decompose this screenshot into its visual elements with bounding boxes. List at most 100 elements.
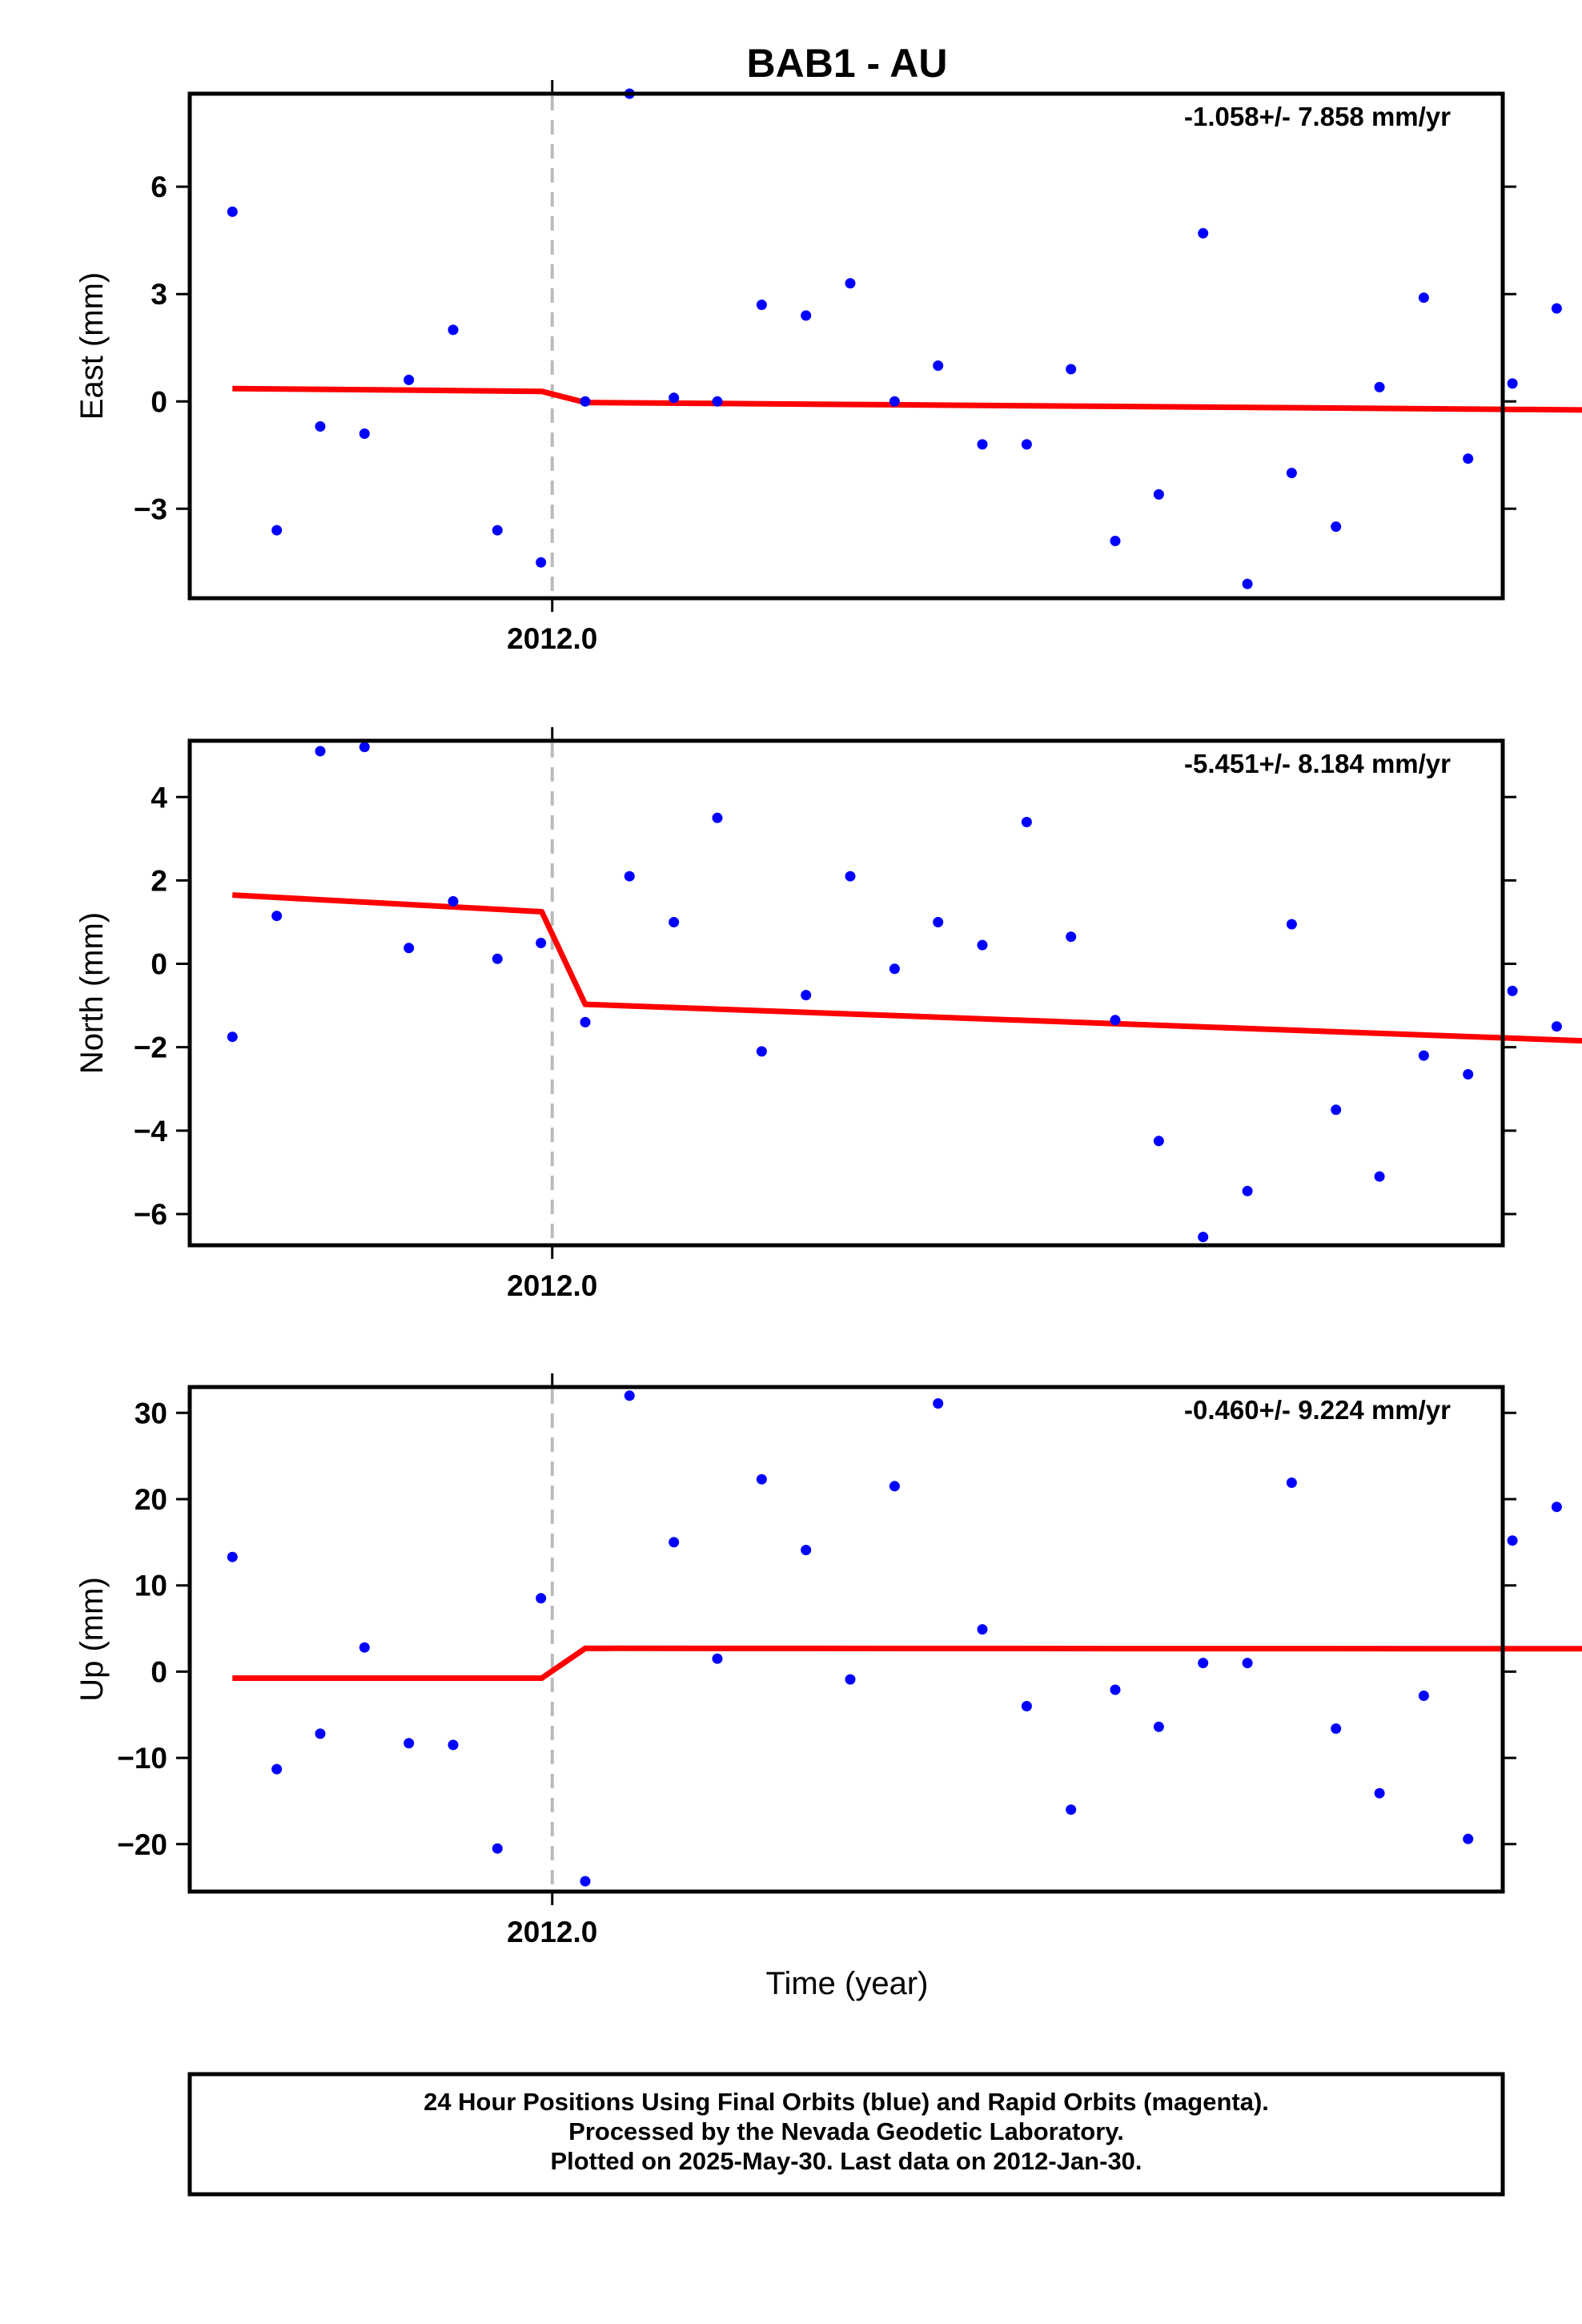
panel-north-data-point: [1153, 1136, 1164, 1147]
panel-north-ylabel: North (mm): [74, 912, 110, 1074]
panel-north-data-point: [1021, 817, 1032, 827]
panel-east-ytick-label: 3: [151, 278, 167, 311]
panel-up-data-point: [1418, 1691, 1429, 1701]
panel-east-data-point: [227, 206, 238, 217]
panel-north-data-point: [801, 990, 812, 1001]
footer-line-1: 24 Hour Positions Using Final Orbits (bl…: [424, 2088, 1269, 2116]
panel-up-data-point: [756, 1474, 767, 1485]
panel-east-data-point: [933, 360, 944, 372]
footer-line-2: Processed by the Nevada Geodetic Laborat…: [568, 2117, 1124, 2145]
panel-up-frame: [187, 1385, 1505, 1894]
panel-north-data-point: [1463, 1069, 1474, 1080]
panel-north-data-point: [1551, 1021, 1562, 1032]
panel-up-data-point: [1066, 1804, 1077, 1815]
panel-up-data-point: [1242, 1658, 1253, 1669]
panel-north-data-point: [359, 742, 370, 753]
panel-north-data-point: [1198, 1232, 1209, 1243]
panel-up-data-point: [801, 1545, 812, 1555]
panel-east-data-point: [1242, 578, 1253, 589]
panel-north: 4 2 0 −2 −4 −6 2012.0 -5.451+/- 8.184 mm/yr Nort…: [74, 727, 1582, 1302]
panel-up-ylabel: Up (mm): [74, 1577, 110, 1702]
panel-north-data-point: [889, 963, 900, 975]
panel-north-data-point: [227, 1031, 238, 1043]
panel-north-data-point: [933, 917, 944, 927]
panel-north-ytick-label: −2: [134, 1031, 167, 1064]
panel-north-data-point: [448, 896, 459, 907]
panel-north-data-point: [1418, 1050, 1429, 1061]
panel-up-data-point: [315, 1728, 326, 1739]
panel-up-data-point: [889, 1481, 900, 1492]
panel-north-data-point: [756, 1046, 767, 1057]
panel-up-data-point: [1331, 1723, 1342, 1734]
panel-north-data-point: [492, 953, 503, 964]
panel-east-data-point: [712, 396, 723, 407]
panel-up-data-point: [1463, 1833, 1474, 1844]
panel-up-data-point: [1198, 1658, 1209, 1669]
panel-east-data-point: [889, 396, 900, 407]
panel-up-data-point: [1286, 1478, 1297, 1488]
panel-east-data-point: [536, 557, 547, 568]
panel-up-data-point: [1110, 1684, 1121, 1695]
panel-up-ytick-label: 30: [135, 1397, 167, 1429]
panel-north-ytick-label: 0: [151, 948, 167, 981]
panel-up-data-point: [448, 1739, 459, 1751]
panel-east-data-point: [1374, 381, 1385, 392]
panel-east-data-point: [756, 300, 767, 311]
panel-up-data-point: [271, 1763, 283, 1775]
panel-east-model-line: [232, 385, 1582, 413]
panel-up-data-point: [1551, 1502, 1562, 1513]
panel-north-data-point: [580, 1016, 591, 1027]
panel-up-data-point: [492, 1843, 503, 1854]
panel-east-data-point: [404, 374, 415, 385]
panel-east-ylabel: East (mm): [74, 272, 110, 420]
panel-up-data-point: [933, 1398, 944, 1409]
panel-north-data-point: [1374, 1171, 1385, 1182]
panel-north-data-point: [669, 917, 680, 927]
panel-north-data-point: [977, 939, 988, 951]
panel-east-data-point: [315, 421, 326, 432]
panel-north-data-point: [271, 911, 283, 922]
panel-north-model-line: [232, 892, 1582, 1044]
panel-up-model-line: [232, 1645, 1582, 1681]
panel-east-data-point: [845, 278, 856, 289]
panel-north-rate-label: -5.451+/- 8.184 mm/yr: [1184, 749, 1451, 778]
panel-east-data-point: [580, 396, 591, 407]
panel-up-data-point: [845, 1674, 856, 1685]
panel-north-data-point: [1507, 985, 1518, 996]
panel-north-data-point: [404, 943, 415, 954]
panel-east-ytick-label: −3: [134, 493, 167, 525]
panel-up-rate-label: -0.460+/- 9.224 mm/yr: [1184, 1395, 1451, 1425]
panel-north-ytick-label: 4: [151, 781, 167, 814]
panel-east-rate-label: -1.058+/- 7.858 mm/yr: [1184, 102, 1451, 131]
panel-east-data-point: [1507, 378, 1518, 389]
panel-up-data-point: [536, 1593, 547, 1604]
panel-north-data-point: [315, 746, 326, 757]
panel-up-data-point: [1374, 1787, 1385, 1799]
panel-north-ytick-label: −6: [134, 1198, 167, 1231]
panel-up-data-point: [359, 1642, 370, 1653]
panel-north-data-point: [1242, 1185, 1253, 1196]
panel-up-ytick-label: 20: [135, 1483, 167, 1516]
panel-up-ytick-label: −20: [117, 1828, 167, 1861]
panel-east-data-point: [448, 324, 459, 336]
panel-east-data-point: [801, 310, 812, 321]
panel-up-data-point: [977, 1624, 988, 1635]
panel-north-ytick-label: −4: [134, 1115, 168, 1148]
panel-up-data-point: [580, 1876, 591, 1887]
panel-up-data-point: [669, 1537, 680, 1548]
chart-title: BAB1 - AU: [747, 41, 948, 86]
panel-north-xtick-label: 2012.0: [507, 1269, 597, 1302]
panel-east: 6 3 0 −3 2012.0 -1.058+/- 7.858 mm/yr East (mm…: [74, 80, 1582, 655]
panel-up-xtick-label: 2012.0: [507, 1916, 597, 1948]
panel-up-ytick-label: 10: [135, 1570, 167, 1602]
panel-east-ytick-label: 6: [151, 171, 167, 203]
panel-up: 30 20 10 0 −10 −20 2012.0 -0.460+/- 9.224 mm/yr…: [74, 1373, 1582, 1948]
panel-up-ytick-label: 0: [151, 1655, 167, 1688]
panel-north-data-point: [845, 870, 856, 882]
panel-east-data-point: [1066, 364, 1077, 375]
panel-east-data-point: [1198, 227, 1209, 239]
panel-east-data-point: [1331, 521, 1342, 533]
panel-up-data-point: [712, 1653, 723, 1664]
